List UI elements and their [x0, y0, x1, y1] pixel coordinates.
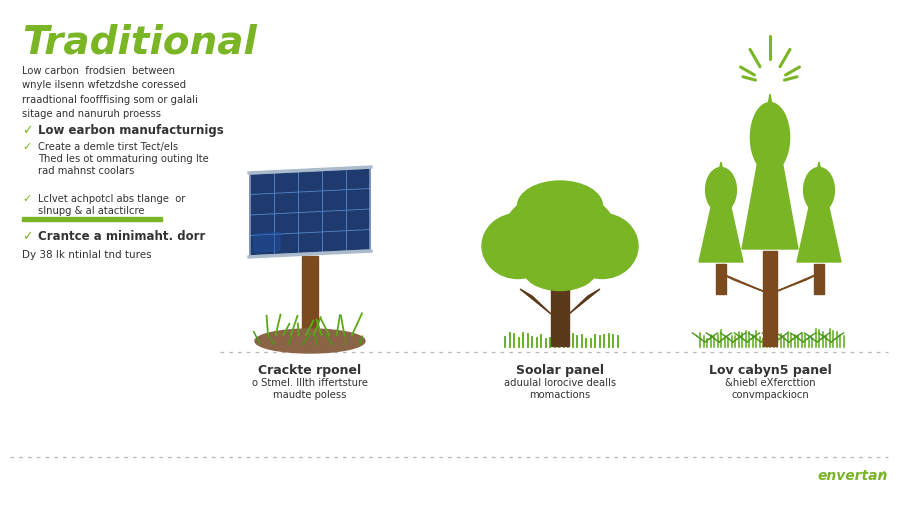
Ellipse shape [255, 329, 365, 353]
Polygon shape [797, 162, 841, 262]
Bar [302, 256, 318, 346]
Polygon shape [254, 232, 280, 252]
Text: sInupg & al atactilcre: sInupg & al atactilcre [38, 206, 145, 216]
Ellipse shape [482, 213, 554, 279]
Text: maudte poless: maudte poless [274, 390, 346, 400]
Text: Traditional: Traditional [22, 24, 256, 62]
Ellipse shape [566, 213, 638, 279]
Text: o Stmel. IIIth iffertsture: o Stmel. IIIth iffertsture [252, 378, 368, 388]
Ellipse shape [706, 168, 736, 212]
Polygon shape [718, 272, 770, 294]
Text: envertan: envertan [818, 469, 888, 483]
Text: Crantce a minimaht. dorr: Crantce a minimaht. dorr [38, 230, 205, 243]
Polygon shape [248, 166, 372, 174]
Bar [716, 264, 726, 294]
Text: ✓: ✓ [876, 469, 886, 482]
Text: Crackte rponel: Crackte rponel [258, 364, 362, 377]
Ellipse shape [518, 181, 602, 231]
Polygon shape [250, 168, 370, 256]
Bar [22, 216, 162, 221]
Text: ✓: ✓ [22, 142, 32, 152]
Bar [551, 271, 569, 346]
Text: Soolar panel: Soolar panel [516, 364, 604, 377]
Polygon shape [770, 272, 822, 294]
Text: ✓: ✓ [22, 194, 32, 204]
Ellipse shape [804, 168, 834, 212]
Bar [763, 251, 777, 346]
Bar [814, 264, 824, 294]
Text: convmpackiocn: convmpackiocn [731, 390, 809, 400]
Ellipse shape [502, 191, 617, 281]
Text: ✓: ✓ [22, 124, 32, 137]
Text: momactions: momactions [529, 390, 590, 400]
Text: Lclvet achpotcl abs tlange  or: Lclvet achpotcl abs tlange or [38, 194, 185, 204]
Polygon shape [569, 289, 600, 314]
Text: Low earbon manufacturnigs: Low earbon manufacturnigs [38, 124, 224, 137]
Text: ✓: ✓ [22, 230, 32, 243]
Text: aduulal lorocive dealls: aduulal lorocive dealls [504, 378, 616, 388]
Text: Lov cabyn5 panel: Lov cabyn5 panel [708, 364, 832, 377]
Text: &hiebl eXfercttion: &hiebl eXfercttion [724, 378, 815, 388]
Polygon shape [742, 94, 798, 249]
Text: Create a demle tirst Tect/els: Create a demle tirst Tect/els [38, 142, 178, 152]
Polygon shape [699, 162, 743, 262]
Ellipse shape [751, 102, 789, 172]
Text: Low carbon  frodsien  between
wnyle ilsenn wfetzdshe coressed
rraadtional foofff: Low carbon frodsien between wnyle ilsenn… [22, 66, 198, 119]
Polygon shape [520, 289, 551, 314]
Text: Dy 38 lk ntinlal tnd tures: Dy 38 lk ntinlal tnd tures [22, 250, 151, 260]
Polygon shape [248, 250, 372, 258]
Text: Thed les ot ommaturing outing Ite: Thed les ot ommaturing outing Ite [38, 154, 209, 164]
Text: rad mahnst coolars: rad mahnst coolars [38, 166, 134, 176]
Ellipse shape [523, 246, 598, 290]
